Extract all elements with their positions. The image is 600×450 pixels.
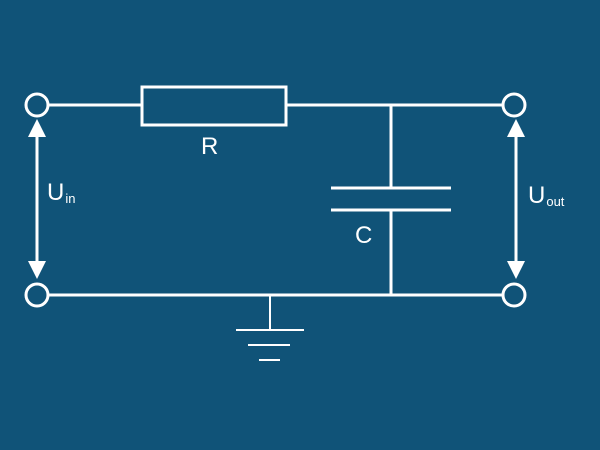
output-voltage-label: Uout — [528, 182, 565, 209]
output-voltage-subscript: out — [546, 194, 565, 209]
input-terminal-top — [24, 92, 50, 118]
input-voltage-subscript: in — [65, 191, 76, 206]
output-terminal-top — [501, 92, 527, 118]
input-terminal-bottom — [24, 282, 50, 308]
output-voltage-symbol: U — [528, 182, 546, 209]
output-terminal-bottom — [501, 282, 527, 308]
input-voltage-symbol: U — [47, 179, 65, 206]
input-voltage-label: Uin — [47, 179, 76, 206]
resistor — [140, 85, 288, 127]
resistor-label: R — [201, 133, 219, 160]
capacitor-label: C — [355, 222, 373, 249]
